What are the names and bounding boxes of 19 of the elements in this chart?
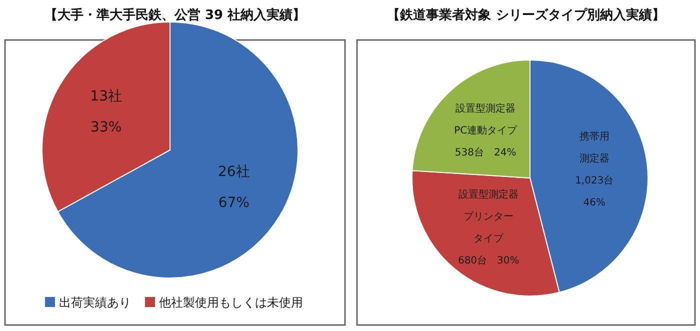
text: プリンター (464, 212, 514, 223)
chart-title: 【大手・準大手民鉄、公営 39 社納入実績】 (44, 7, 306, 23)
chart-title: 【鉄道事業者対象 シリーズタイプ別納入実績】 (387, 7, 665, 23)
text: 26社 (218, 164, 250, 180)
text: 13社 (90, 88, 122, 105)
text: 携帯用 (579, 132, 610, 143)
text: 67% (218, 195, 250, 212)
text: 33% (90, 119, 122, 136)
text: 538台 24% (454, 147, 516, 158)
text: 測定器 (579, 154, 610, 165)
legend-label: 出荷実績あり (59, 295, 131, 310)
text: 設置型測定器 (458, 190, 519, 201)
text: 1,023台 (575, 176, 614, 187)
text: 680台 30% (458, 256, 520, 267)
text: タイプ (474, 234, 504, 245)
legend-label: 他社製使用もしくは未使用 (159, 295, 303, 310)
text: 設置型測定器 (456, 103, 516, 114)
text: PC連動タイプ (454, 125, 518, 136)
text: 46% (583, 198, 606, 209)
